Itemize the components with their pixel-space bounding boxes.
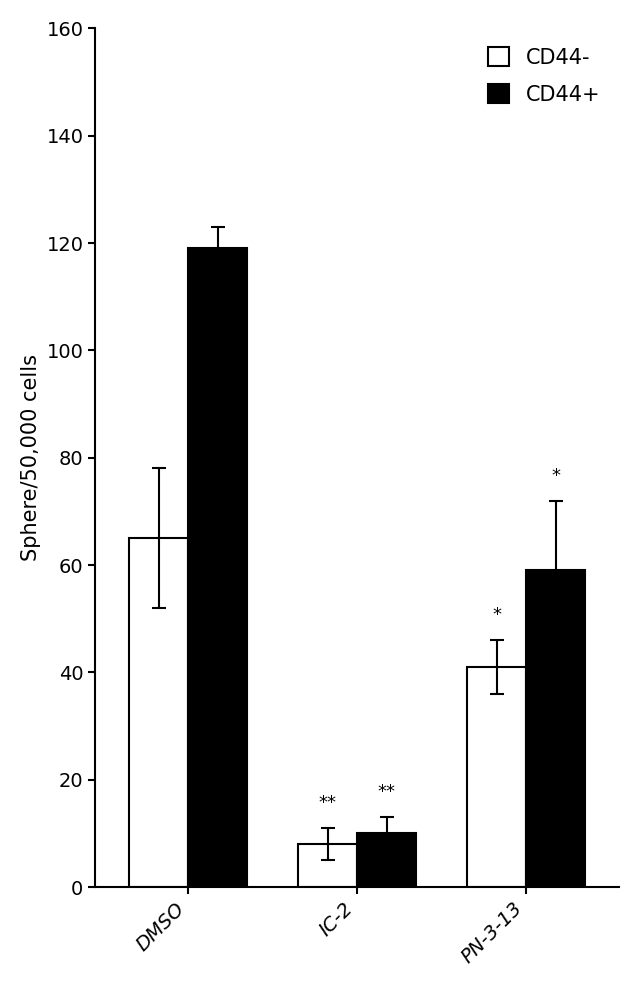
Bar <box>188 248 247 887</box>
Bar <box>526 570 586 887</box>
Y-axis label: Sphere/50,000 cells: Sphere/50,000 cells <box>21 355 41 561</box>
Bar <box>129 538 188 887</box>
Text: **: ** <box>319 794 337 812</box>
Bar <box>298 844 357 887</box>
Bar <box>467 667 526 887</box>
Legend: CD44-, CD44+: CD44-, CD44+ <box>480 39 609 113</box>
Text: *: * <box>492 606 501 624</box>
Text: *: * <box>551 466 560 484</box>
Text: **: ** <box>378 783 396 801</box>
Bar <box>357 834 417 887</box>
